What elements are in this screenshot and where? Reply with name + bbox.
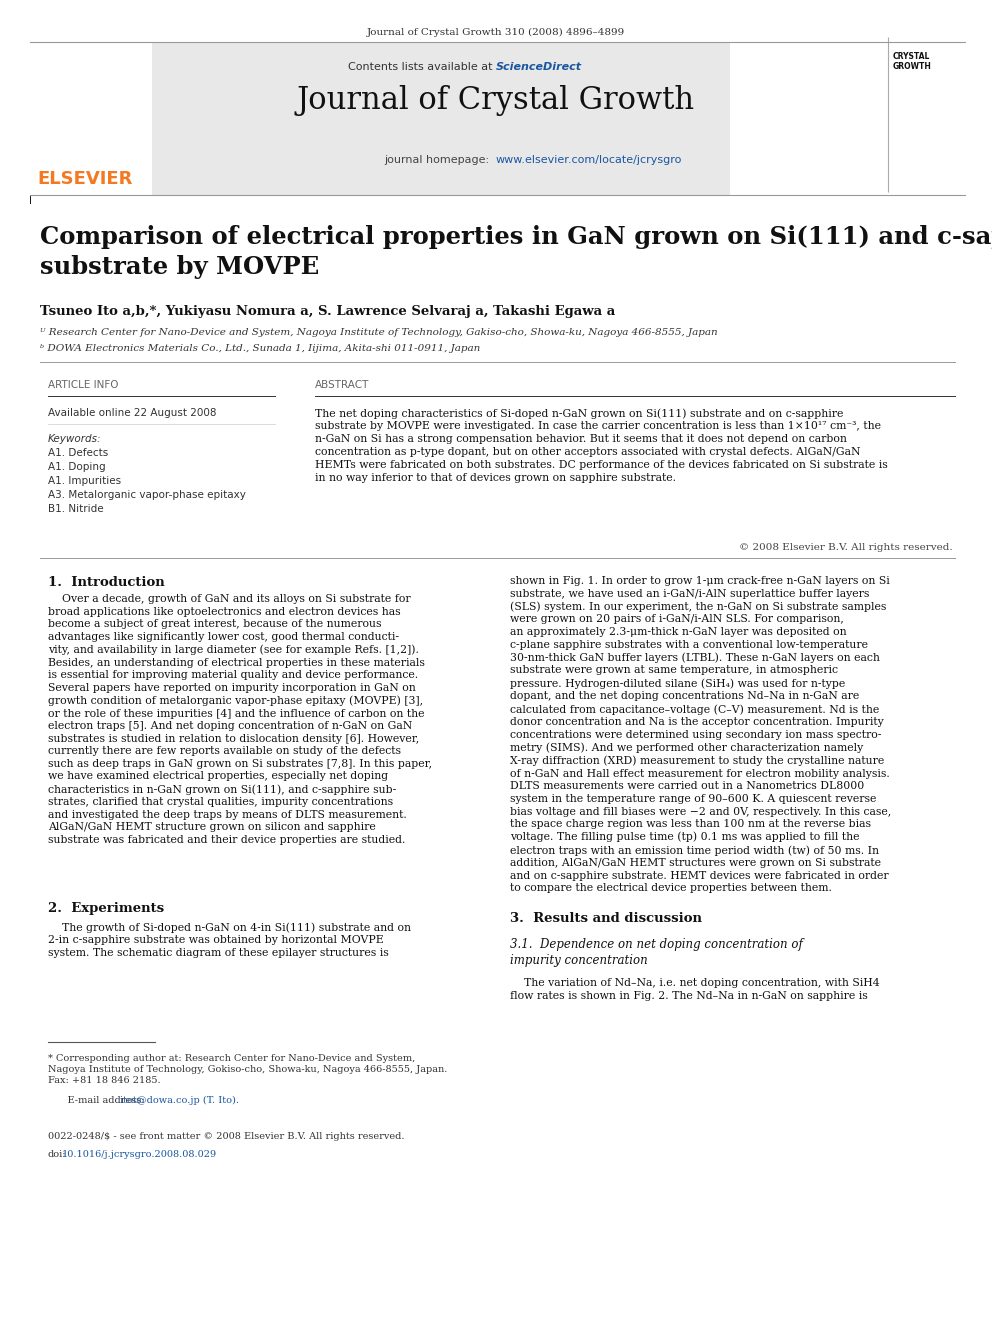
Text: * Corresponding author at: Research Center for Nano-Device and System,
Nagoya In: * Corresponding author at: Research Cent… — [48, 1054, 447, 1085]
Text: Tsuneo Ito a,b,*, Yukiyasu Nomura a, S. Lawrence Selvaraj a, Takashi Egawa a: Tsuneo Ito a,b,*, Yukiyasu Nomura a, S. … — [40, 306, 615, 318]
Text: Keywords:: Keywords: — [48, 434, 101, 445]
Text: Journal of Crystal Growth: Journal of Crystal Growth — [297, 85, 695, 116]
Text: The net doping characteristics of Si-doped n-GaN grown on Si(111) substrate and : The net doping characteristics of Si-dop… — [315, 407, 888, 483]
Text: 3.1.  Dependence on net doping concentration of
impurity concentration: 3.1. Dependence on net doping concentrat… — [510, 938, 803, 967]
Text: Comparison of electrical properties in GaN grown on Si(111) and c-sapphire
subst: Comparison of electrical properties in G… — [40, 225, 992, 279]
Text: doi:: doi: — [48, 1150, 66, 1159]
Text: B1. Nitride: B1. Nitride — [48, 504, 103, 515]
Text: Available online 22 August 2008: Available online 22 August 2008 — [48, 407, 216, 418]
Text: Over a decade, growth of GaN and its alloys on Si substrate for
broad applicatio: Over a decade, growth of GaN and its all… — [48, 594, 433, 845]
Text: The variation of Nd–Na, i.e. net doping concentration, with SiH4
flow rates is s: The variation of Nd–Na, i.e. net doping … — [510, 978, 880, 1000]
Text: journal homepage:: journal homepage: — [384, 155, 496, 165]
Text: ᵁ Research Center for Nano-Device and System, Nagoya Institute of Technology, Ga: ᵁ Research Center for Nano-Device and Sy… — [40, 328, 717, 337]
Text: ARTICLE INFO: ARTICLE INFO — [48, 380, 118, 390]
Text: ELSEVIER: ELSEVIER — [38, 169, 133, 188]
Text: Contents lists available at: Contents lists available at — [348, 62, 496, 71]
Text: 0022-0248/$ - see front matter © 2008 Elsevier B.V. All rights reserved.: 0022-0248/$ - see front matter © 2008 El… — [48, 1132, 405, 1140]
Text: 10.1016/j.jcrysgro.2008.08.029: 10.1016/j.jcrysgro.2008.08.029 — [62, 1150, 217, 1159]
Text: © 2008 Elsevier B.V. All rights reserved.: © 2008 Elsevier B.V. All rights reserved… — [739, 542, 953, 552]
Text: www.elsevier.com/locate/jcrysgro: www.elsevier.com/locate/jcrysgro — [496, 155, 682, 165]
Text: A1. Impurities: A1. Impurities — [48, 476, 121, 486]
Text: ᵇ DOWA Electronics Materials Co., Ltd., Sunada 1, Iijima, Akita-shi 011-0911, Ja: ᵇ DOWA Electronics Materials Co., Ltd., … — [40, 344, 480, 353]
Text: 3.  Results and discussion: 3. Results and discussion — [510, 912, 702, 925]
Text: A1. Defects: A1. Defects — [48, 448, 108, 458]
Text: A1. Doping: A1. Doping — [48, 462, 105, 472]
Text: 1.  Introduction: 1. Introduction — [48, 576, 165, 589]
Text: A3. Metalorganic vapor-phase epitaxy: A3. Metalorganic vapor-phase epitaxy — [48, 490, 246, 500]
Text: CRYSTAL
GROWTH: CRYSTAL GROWTH — [893, 52, 931, 71]
Text: ABSTRACT: ABSTRACT — [315, 380, 369, 390]
Text: 2.  Experiments: 2. Experiments — [48, 902, 164, 916]
Text: itot@dowa.co.jp (T. Ito).: itot@dowa.co.jp (T. Ito). — [120, 1095, 239, 1105]
Text: E-mail address:: E-mail address: — [55, 1095, 148, 1105]
Text: ScienceDirect: ScienceDirect — [496, 62, 582, 71]
Text: shown in Fig. 1. In order to grow 1-μm crack-free n-GaN layers on Si
substrate, : shown in Fig. 1. In order to grow 1-μm c… — [510, 576, 891, 893]
Text: The growth of Si-doped n-GaN on 4-in Si(111) substrate and on
2-in c-sapphire su: The growth of Si-doped n-GaN on 4-in Si(… — [48, 922, 411, 958]
FancyBboxPatch shape — [152, 42, 730, 194]
Text: Journal of Crystal Growth 310 (2008) 4896–4899: Journal of Crystal Growth 310 (2008) 489… — [367, 28, 625, 37]
